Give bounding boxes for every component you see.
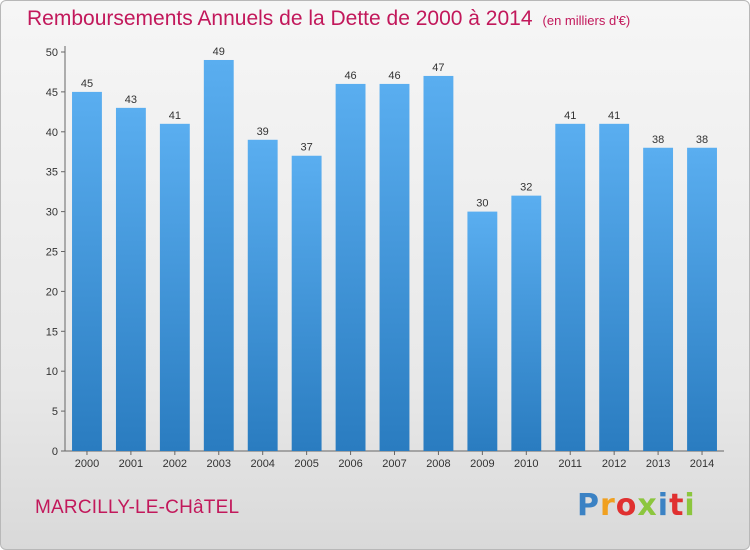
x-tick-label: 2004 [250, 458, 274, 470]
chart-title-text: Remboursements Annuels de la Dette de 20… [27, 7, 533, 30]
x-tick-label: 2005 [294, 458, 318, 470]
bar [203, 59, 234, 451]
logo-letter: P [577, 488, 600, 523]
proxiti-logo: Proxiti [577, 488, 696, 523]
y-tick-label: 10 [46, 366, 58, 378]
logo-letter: i [657, 488, 670, 523]
bar [555, 123, 586, 451]
y-tick-label: 15 [46, 326, 58, 338]
logo-letter: x [637, 488, 658, 523]
data-label: 38 [696, 134, 708, 146]
bar [643, 147, 674, 451]
x-tick-label: 2007 [382, 458, 406, 470]
x-tick-label: 2002 [163, 458, 187, 470]
bar [335, 83, 366, 452]
labels: 45 2000 43 2001 41 2002 49 2003 39 2004 37 2005 46 20… [75, 46, 715, 470]
x-tick-label: 2010 [514, 458, 538, 470]
bars [72, 59, 717, 452]
y-tick-label: 30 [46, 207, 58, 219]
x-tick-label: 2014 [690, 458, 714, 470]
data-label: 41 [564, 110, 576, 122]
commune-name: MARCILLY-LE-CHâTEL [35, 497, 240, 518]
bar [115, 107, 146, 452]
logo-letter: t [669, 488, 685, 523]
bar [291, 155, 322, 452]
data-label: 41 [169, 110, 181, 122]
x-tick-label: 2009 [470, 458, 494, 470]
unit-label: (en milliers d'€) [542, 13, 631, 28]
x-tick-label: 2008 [426, 458, 450, 470]
data-label: 43 [125, 94, 137, 106]
x-tick-label: 2012 [602, 458, 626, 470]
data-label: 41 [608, 110, 620, 122]
y-tick-label: 35 [46, 167, 58, 179]
data-label: 30 [476, 198, 488, 210]
x-tick-label: 2006 [338, 458, 362, 470]
x-tick-label: 2003 [207, 458, 231, 470]
x-tick-label: 2001 [119, 458, 143, 470]
bar [247, 139, 278, 451]
bar [423, 75, 454, 451]
data-label: 39 [257, 126, 269, 138]
data-label: 37 [301, 142, 313, 154]
data-label: 46 [344, 70, 356, 82]
y-tick-label: 40 [46, 127, 58, 139]
logo-letter: r [600, 488, 616, 523]
bar [687, 147, 717, 451]
y-tick-label: 25 [46, 247, 58, 259]
logo-letter: i [684, 488, 696, 523]
y-tick-label: 45 [46, 87, 58, 99]
y-tick-label: 5 [52, 406, 58, 418]
bar [467, 211, 498, 451]
bar [599, 123, 630, 451]
y-tick-label: 20 [46, 286, 58, 298]
bar [511, 195, 542, 451]
data-label: 32 [520, 182, 532, 194]
x-tick-label: 2013 [646, 458, 670, 470]
x-tick-label: 2011 [558, 458, 582, 470]
y-tick-label: 0 [52, 446, 58, 458]
data-label: 46 [388, 70, 400, 82]
data-label: 49 [213, 46, 225, 58]
chart-title: Remboursements Annuels de la Dette de 20… [27, 7, 630, 31]
data-label: 45 [81, 78, 93, 90]
y-tick-label: 50 [46, 47, 58, 59]
logo-letter: o [615, 488, 638, 523]
bar [379, 83, 410, 452]
x-tick-label: 2000 [75, 458, 99, 470]
bar [72, 91, 102, 452]
bar [159, 123, 190, 451]
data-label: 47 [432, 62, 444, 74]
data-label: 38 [652, 134, 664, 146]
